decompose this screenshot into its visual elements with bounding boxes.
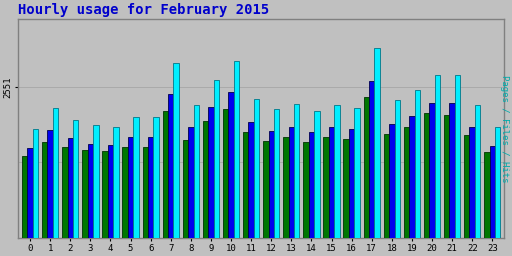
Bar bbox=[254, 99, 259, 238]
Bar bbox=[188, 127, 194, 238]
Bar bbox=[429, 103, 435, 238]
Bar bbox=[203, 121, 208, 238]
Bar bbox=[464, 135, 470, 238]
Bar bbox=[102, 152, 108, 238]
Bar bbox=[303, 142, 309, 238]
Bar bbox=[243, 132, 248, 238]
Bar bbox=[470, 127, 475, 238]
Bar bbox=[194, 105, 199, 238]
Bar bbox=[435, 75, 440, 238]
Bar bbox=[334, 105, 339, 238]
Bar bbox=[444, 115, 450, 238]
Text: Hourly usage for February 2015: Hourly usage for February 2015 bbox=[18, 4, 269, 17]
Bar bbox=[248, 122, 254, 238]
Bar bbox=[48, 130, 53, 238]
Bar bbox=[383, 134, 389, 238]
Bar bbox=[364, 97, 369, 238]
Bar bbox=[62, 147, 68, 238]
Bar bbox=[349, 129, 354, 238]
Bar bbox=[324, 137, 329, 238]
Bar bbox=[274, 109, 280, 238]
Bar bbox=[73, 120, 78, 238]
Bar bbox=[223, 109, 228, 238]
Bar bbox=[475, 105, 480, 238]
Bar bbox=[354, 108, 360, 238]
Bar bbox=[294, 104, 300, 238]
Bar bbox=[148, 137, 154, 238]
Bar bbox=[133, 117, 139, 238]
Bar bbox=[128, 137, 133, 238]
Bar bbox=[344, 139, 349, 238]
Bar bbox=[108, 145, 113, 238]
Bar bbox=[168, 94, 174, 238]
Bar bbox=[228, 92, 234, 238]
Bar bbox=[455, 75, 460, 238]
Bar bbox=[489, 146, 495, 238]
Bar bbox=[309, 132, 314, 238]
Bar bbox=[415, 90, 420, 238]
Bar bbox=[53, 108, 58, 238]
Bar bbox=[374, 48, 380, 238]
Bar bbox=[68, 138, 73, 238]
Bar bbox=[142, 147, 148, 238]
Bar bbox=[450, 103, 455, 238]
Bar bbox=[268, 131, 274, 238]
Bar bbox=[88, 144, 93, 238]
Bar bbox=[495, 127, 500, 238]
Bar bbox=[33, 130, 38, 238]
Bar bbox=[409, 116, 415, 238]
Bar bbox=[395, 100, 400, 238]
Bar bbox=[82, 150, 88, 238]
Bar bbox=[42, 142, 48, 238]
Bar bbox=[208, 107, 214, 238]
Bar bbox=[234, 61, 239, 238]
Bar bbox=[369, 81, 374, 238]
Bar bbox=[122, 147, 128, 238]
Bar bbox=[484, 152, 489, 238]
Bar bbox=[404, 127, 409, 238]
Bar bbox=[329, 127, 334, 238]
Bar bbox=[163, 111, 168, 238]
Bar bbox=[283, 137, 289, 238]
Bar bbox=[214, 80, 219, 238]
Bar bbox=[389, 124, 395, 238]
Bar bbox=[27, 148, 33, 238]
Bar bbox=[314, 111, 319, 238]
Bar bbox=[93, 125, 98, 238]
Bar bbox=[289, 127, 294, 238]
Bar bbox=[174, 62, 179, 238]
Bar bbox=[183, 140, 188, 238]
Bar bbox=[424, 113, 429, 238]
Bar bbox=[113, 126, 119, 238]
Bar bbox=[154, 117, 159, 238]
Bar bbox=[263, 141, 268, 238]
Y-axis label: Pages / Files / Hits: Pages / Files / Hits bbox=[500, 74, 508, 182]
Bar bbox=[22, 156, 27, 238]
